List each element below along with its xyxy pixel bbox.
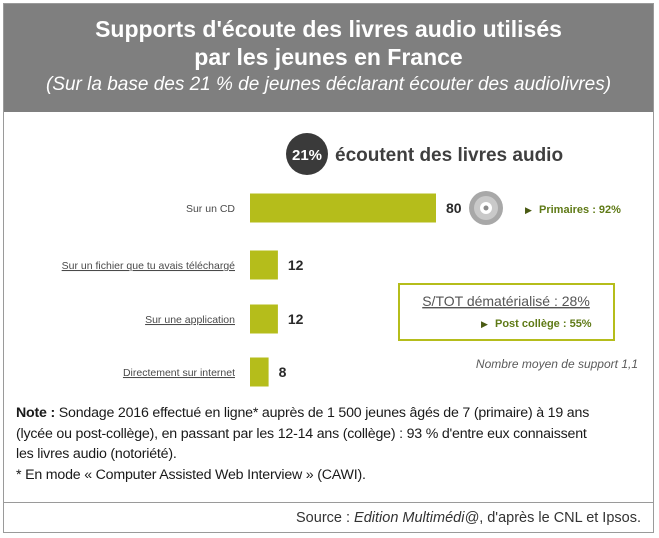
headline-text: écoutent des livres audio <box>335 145 563 166</box>
source-suffix: , d'après le CNL et Ipsos. <box>479 510 641 526</box>
source-prefix: Source : <box>296 510 355 526</box>
notes-block: Note : Sondage 2016 effectué en ligne* a… <box>16 403 646 485</box>
bar <box>250 250 278 280</box>
bars-layer: Sur un CD 80 Sur un fichier que tu avais t… <box>62 193 462 387</box>
bar <box>250 193 436 223</box>
source-italic: Edition Multimédi@ <box>354 510 480 526</box>
bar <box>250 357 269 387</box>
data-label: 12 <box>288 257 304 273</box>
primaires-arrow-icon: ▶ <box>525 205 532 215</box>
note-line-1: Sondage 2016 effectué en ligne* auprès d… <box>55 405 590 421</box>
title-line-1: Supports d'écoute des livres audio utili… <box>95 16 562 42</box>
data-label: 80 <box>446 200 462 216</box>
cd-disc-icon <box>469 191 503 225</box>
title-line-2: par les jeunes en France <box>194 44 463 70</box>
source-line: Source : Edition Multimédi@, d'après le … <box>296 510 641 526</box>
note-paragraph: Note : Sondage 2016 effectué en ligne* a… <box>16 403 646 424</box>
average-supports-note: Nombre moyen de support 1,1 <box>476 357 638 371</box>
post-college-arrow-icon: ▶ <box>481 319 488 329</box>
primaires-annotation: Primaires : 92% <box>539 204 621 216</box>
headline-badge-circle <box>286 133 328 175</box>
bar <box>250 304 278 334</box>
chart-subtitle: (Sur la base des 21 % de jeunes déclaran… <box>45 74 612 95</box>
header-band: Supports d'écoute des livres audio utili… <box>4 4 653 112</box>
note-footnote: * En mode « Computer Assisted Web Interv… <box>16 466 366 483</box>
category-label: Directement sur internet <box>123 367 235 379</box>
post-college-annotation: Post collège : 55% <box>495 318 592 330</box>
bar-chart: 21% écoutent des livres audio Sur un CD 8… <box>62 133 638 387</box>
source-divider <box>4 502 653 503</box>
chart-title: Supports d'écoute des livres audio utili… <box>4 4 653 71</box>
chart-area: 21% écoutent des livres audio Sur un CD 8… <box>4 112 655 406</box>
note-line-3: les livres audio (notoriété). <box>16 446 177 462</box>
category-label: Sur un fichier que tu avais téléchargé <box>62 260 236 272</box>
note-label: Note : <box>16 405 55 421</box>
headline-badge-text: 21% <box>292 147 322 164</box>
category-label: Sur une application <box>145 314 235 326</box>
dematerialise-title: S/TOT dématérialisé : 28% <box>422 293 590 309</box>
infographic-frame: Supports d'écoute des livres audio utili… <box>3 3 654 533</box>
data-label: 12 <box>288 311 304 327</box>
dematerialise-box <box>398 283 615 341</box>
note-line-2: (lycée ou post-collège), en passant par … <box>16 425 587 442</box>
data-label: 8 <box>279 364 287 380</box>
category-label: Sur un CD <box>186 203 235 215</box>
